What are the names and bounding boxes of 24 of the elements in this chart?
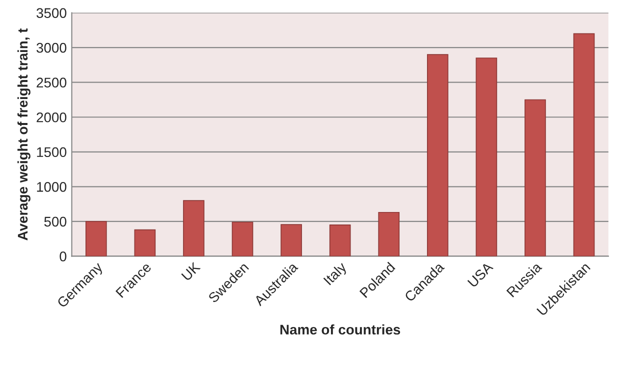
bar — [524, 99, 546, 256]
y-tick-label: 0 — [60, 252, 66, 262]
y-tick-label: 1500 — [37, 147, 66, 158]
bar — [183, 200, 204, 256]
bar — [426, 54, 448, 256]
x-tick-label: Italy — [322, 261, 350, 288]
bar — [476, 58, 498, 256]
x-tick-label: UK — [181, 262, 201, 282]
bar — [280, 224, 302, 256]
y-tick-label: 1000 — [37, 182, 66, 192]
y-tick-label: 2500 — [36, 78, 66, 88]
bar — [573, 33, 595, 256]
bar — [329, 224, 351, 256]
y-tick-label: 500 — [44, 216, 66, 227]
y-tick-label: 3500 — [36, 8, 66, 18]
x-tick-label: USA — [467, 261, 494, 288]
bar — [378, 212, 400, 256]
bar — [232, 222, 254, 256]
y-tick-label: 2000 — [36, 112, 66, 122]
x-axis-title: Name of countries — [280, 324, 400, 335]
bar — [134, 229, 156, 256]
bar — [85, 221, 107, 256]
y-axis-title: Average weight of freight train, t — [17, 28, 30, 240]
y-tick-label: 3000 — [36, 42, 66, 53]
